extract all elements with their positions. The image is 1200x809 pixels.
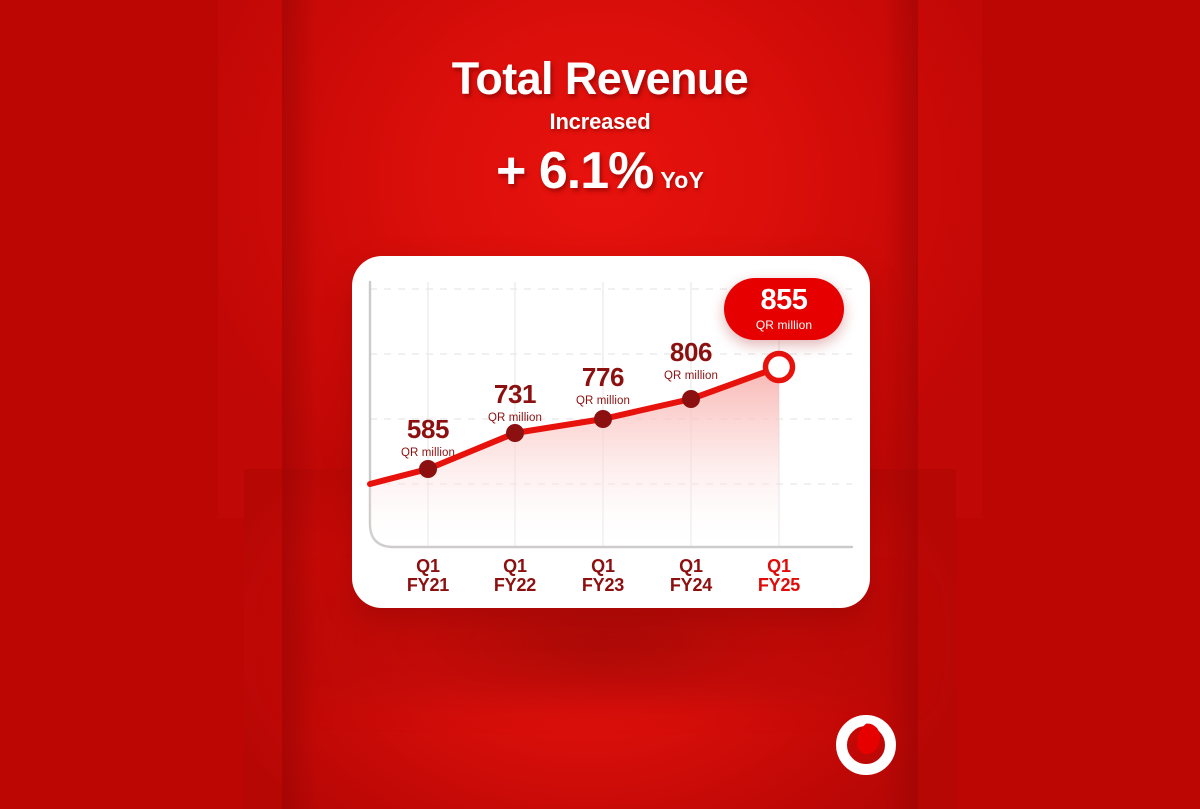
background-edge-fade-right — [884, 0, 918, 809]
badge-value: 855 — [760, 284, 808, 316]
data-label-unit: QR million — [575, 395, 631, 407]
data-label-value: 776 — [581, 362, 625, 392]
data-label-unit: QR million — [663, 370, 719, 382]
data-label-unit: QR million — [487, 412, 543, 424]
chart-marker-fy24 — [682, 390, 700, 408]
data-label-fy23: 776 QR million — [576, 364, 630, 407]
x-axis-label-year: FY21 — [406, 575, 450, 596]
data-label-fy21: 585 QR million — [401, 416, 455, 459]
x-axis-label-quarter: Q1 — [591, 556, 615, 576]
revenue-line-chart — [367, 280, 854, 549]
data-label-value: 731 — [493, 379, 537, 409]
chart-marker-fy22 — [506, 424, 524, 442]
x-axis-label-fy24: Q1 FY24 — [669, 556, 713, 596]
x-axis-label-year: FY25 — [757, 575, 801, 596]
x-axis-label-quarter: Q1 — [767, 556, 791, 576]
x-axis-label-fy22: Q1 FY22 — [493, 556, 537, 596]
background-edge-fade-left — [282, 0, 316, 809]
chart-area-fill — [370, 367, 779, 547]
vodafone-logo — [835, 714, 897, 776]
headline-percent-value: + 6.1% — [496, 141, 654, 200]
x-axis-label-fy21: Q1 FY21 — [406, 556, 450, 596]
headline-block: Total Revenue Increased + 6.1% YoY — [282, 56, 918, 201]
data-label-value: 806 — [669, 337, 713, 367]
chart-card: 585 QR million 731 QR million 776 QR mil… — [352, 256, 870, 608]
x-axis-label-year: FY23 — [581, 575, 625, 596]
data-label-unit: QR million — [400, 447, 456, 459]
x-axis-label-quarter: Q1 — [416, 556, 440, 576]
chart-marker-fy25-highlight — [762, 350, 796, 384]
chart-area: 585 QR million 731 QR million 776 QR mil… — [352, 256, 870, 608]
headline-period-label: YoY — [660, 166, 704, 193]
headline-percent-row: + 6.1% YoY — [282, 141, 918, 201]
vodafone-speechmark-icon — [836, 715, 896, 775]
highlight-badge-fy25: 855 QR million — [724, 278, 844, 340]
data-label-value: 585 — [406, 414, 450, 444]
chart-marker-fy23 — [594, 410, 612, 428]
headline-subtitle: Increased — [549, 108, 651, 134]
chart-marker-fy21 — [419, 460, 437, 478]
x-axis-label-fy23: Q1 FY23 — [581, 556, 625, 596]
page-title: Total Revenue — [451, 53, 749, 104]
x-axis-label-year: FY24 — [669, 575, 713, 596]
x-axis-label-quarter: Q1 — [679, 556, 703, 576]
x-axis-label-year: FY22 — [493, 575, 537, 596]
data-label-fy22: 731 QR million — [488, 381, 542, 424]
x-axis-label-quarter: Q1 — [503, 556, 527, 576]
chart-line-series — [367, 364, 782, 487]
data-label-fy24: 806 QR million — [664, 339, 718, 382]
x-axis-label-fy25: Q1 FY25 — [757, 556, 801, 596]
badge-unit: QR million — [755, 318, 813, 332]
